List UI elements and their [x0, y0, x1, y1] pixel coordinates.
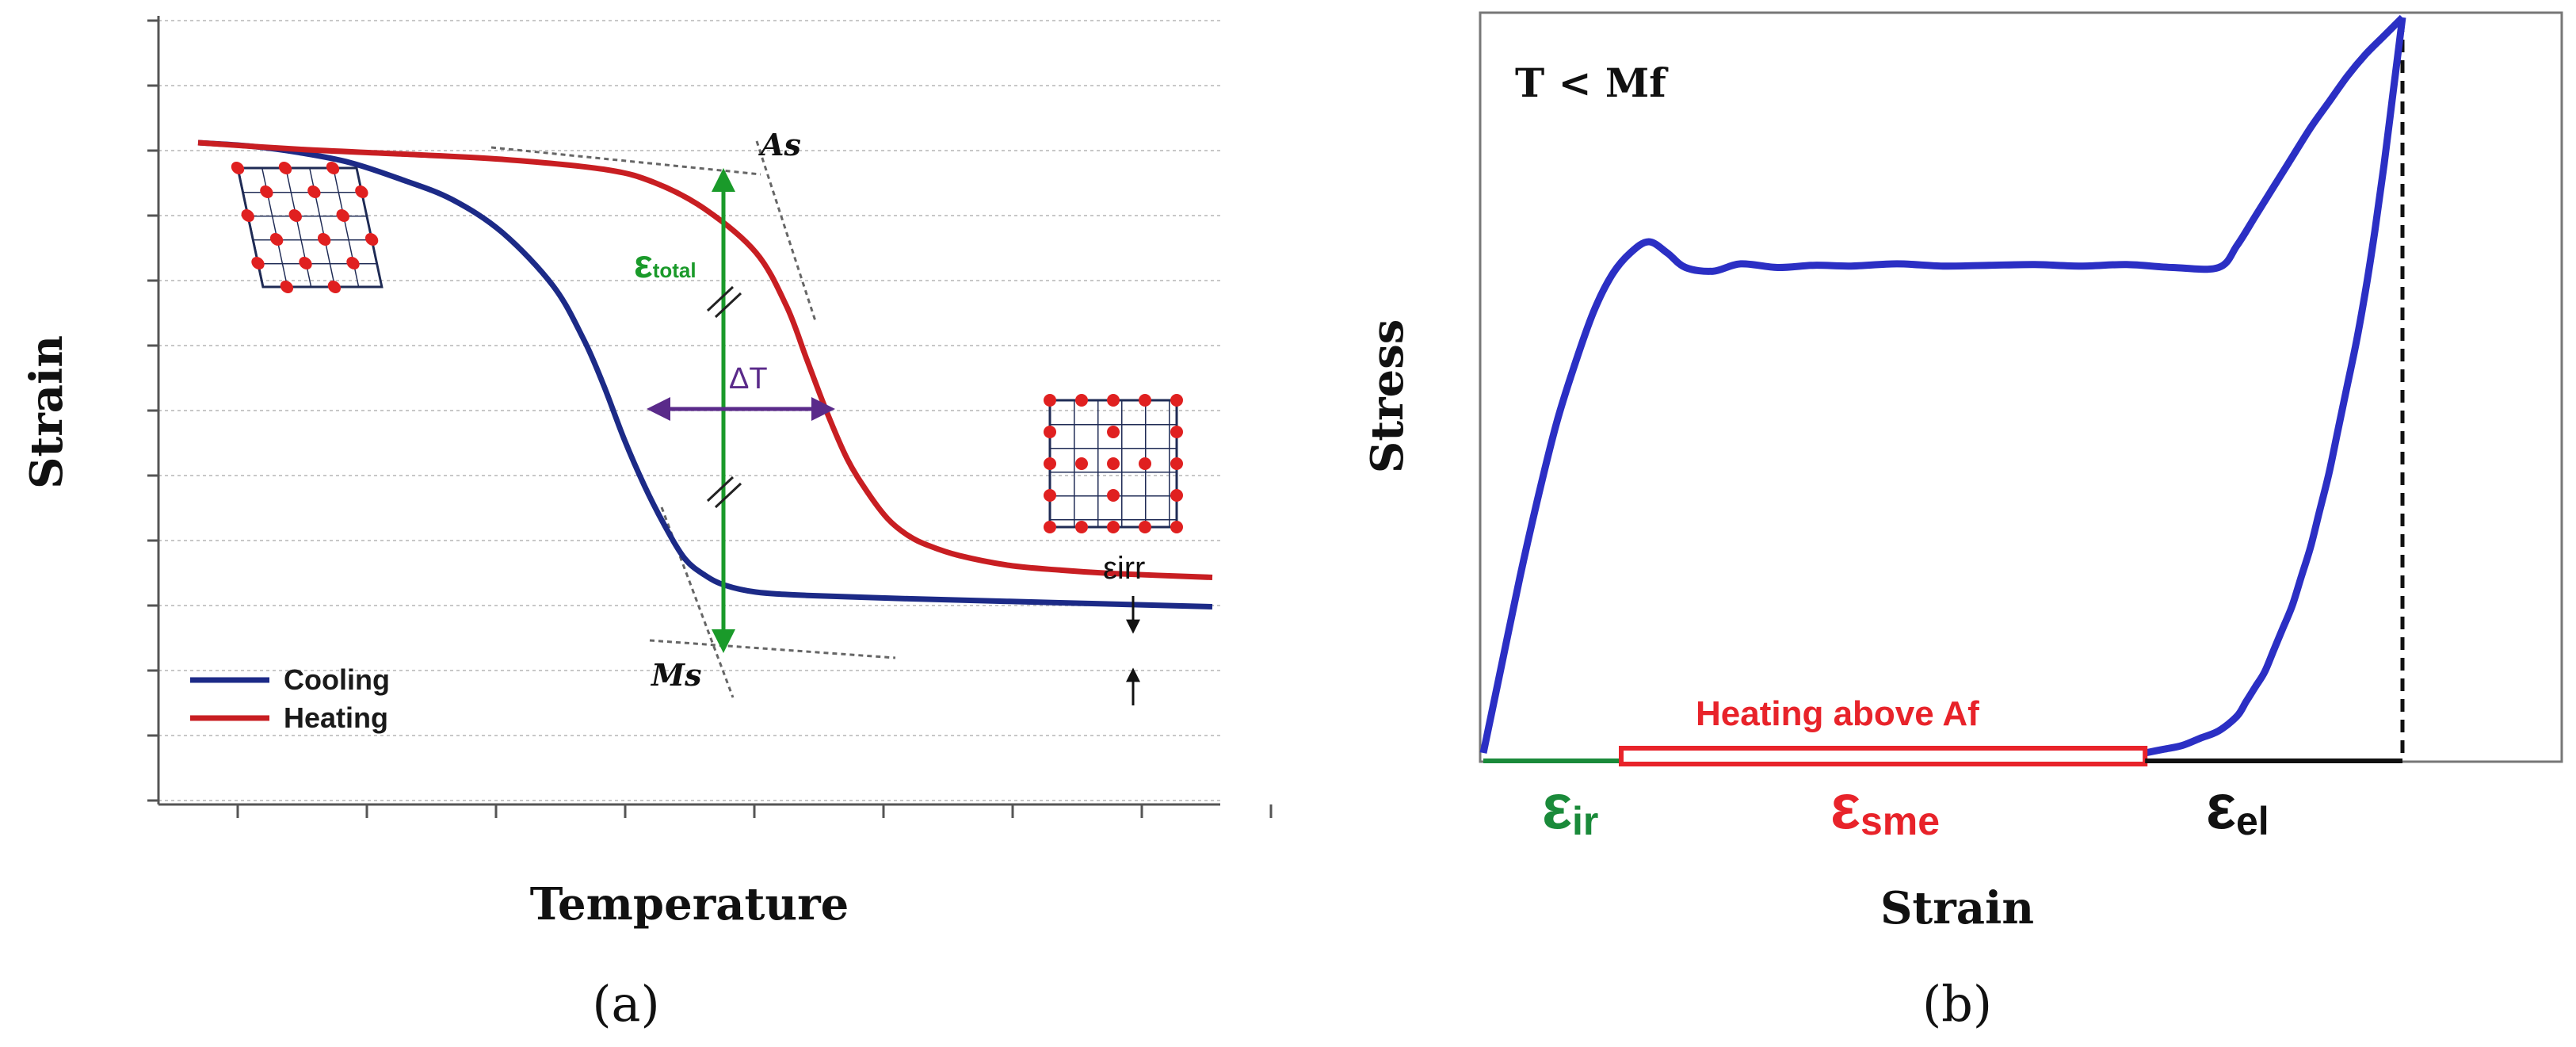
cooling-curve [197, 139, 1213, 609]
e-sme-label: εsme [1830, 771, 1940, 843]
heating-curve [197, 139, 1213, 580]
eirr-label: εirr [1103, 551, 1145, 586]
sme-segment [1619, 746, 2148, 766]
a-x-ticks [236, 804, 1273, 818]
legend-heating-label: Heating [284, 701, 388, 734]
ms-label: Ms [650, 657, 701, 693]
as-label: As [758, 127, 801, 162]
a-panel-label: (a) [592, 975, 659, 1033]
b-x-axis-label: Strain [1880, 882, 2034, 934]
as-tangent-upper [490, 146, 761, 176]
panel-a: As Ms εtotal ΔT εirr Cooling Heating Tem… [21, 16, 1273, 1033]
a-y-axis-label: Strain [21, 335, 73, 489]
ms-tangent-lower [649, 639, 896, 659]
a-legend: Cooling Heating [190, 663, 390, 734]
legend-cooling-label: Cooling [284, 663, 390, 696]
martensite-lattice [231, 162, 384, 293]
total-strain-label: εtotal [634, 242, 696, 286]
b-frame [1479, 11, 2563, 763]
delta-t-label: ΔT [729, 362, 768, 395]
break-mark-lower [706, 476, 742, 509]
b-y-axis-label: Stress [1361, 319, 1414, 474]
b-panel-label: (b) [1922, 975, 1992, 1033]
panel-b: Heating above Af T < Mf εir εsme εel Str… [1361, 11, 2563, 1033]
unloading-curve [2144, 17, 2406, 757]
condition-label: T < Mf [1515, 59, 1669, 106]
heating-label: Heating above Af [1696, 694, 1979, 733]
austenite-lattice [1044, 394, 1183, 533]
as-tangent-steep [755, 140, 818, 324]
e-el-label: εel [2206, 771, 2269, 843]
ms-tangent-steep [660, 506, 735, 698]
loading-curve [1479, 14, 2406, 754]
a-y-ticks [147, 19, 158, 802]
a-x-axis-label: Temperature [530, 878, 849, 930]
break-mark-upper [706, 285, 742, 319]
e-ir-label: εir [1542, 771, 1598, 843]
